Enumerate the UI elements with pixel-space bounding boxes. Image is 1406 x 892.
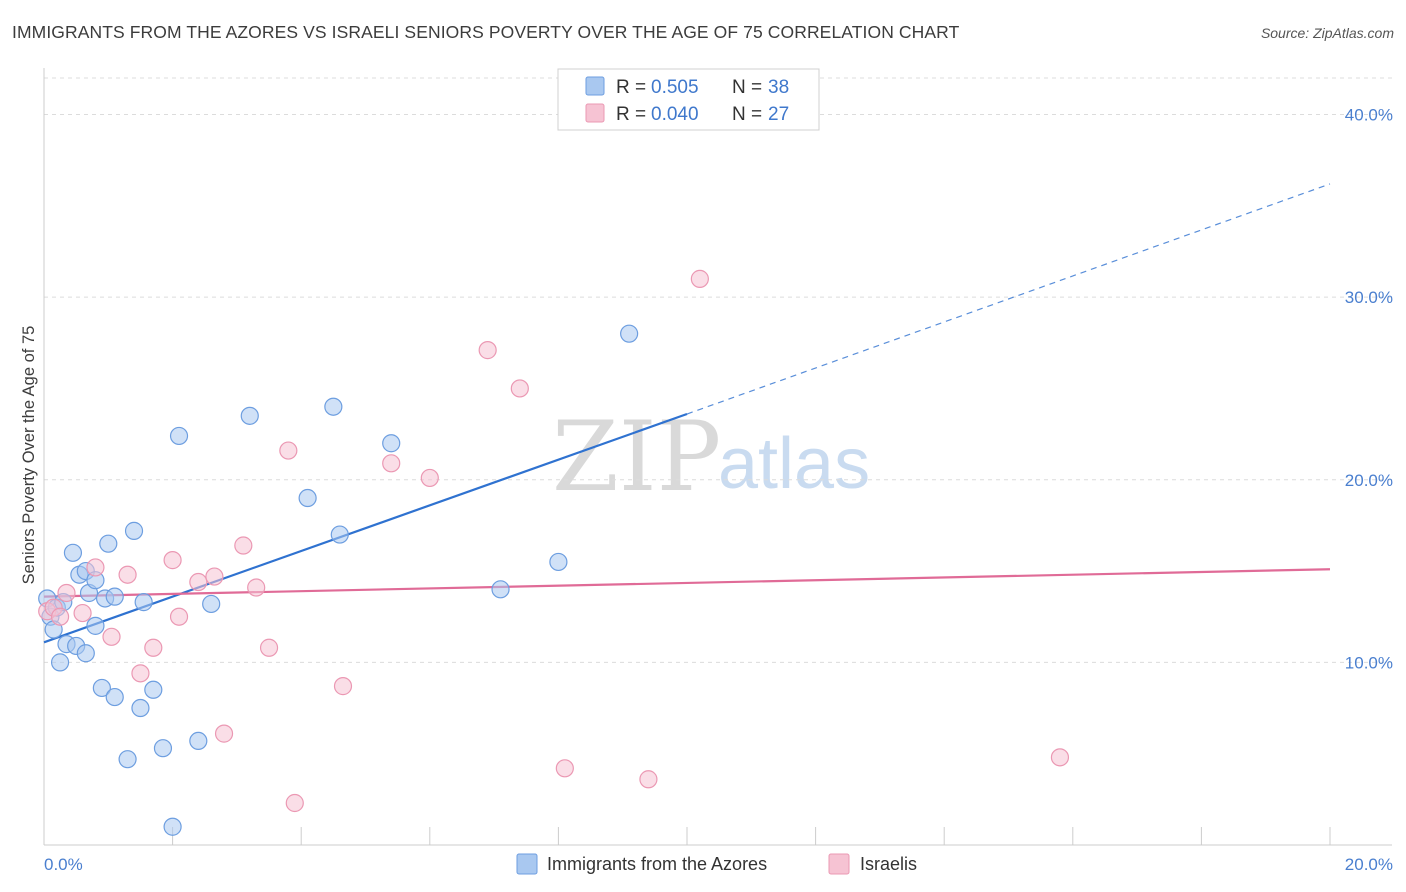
y-tick-label: 30.0% xyxy=(1345,288,1393,307)
point-israelis xyxy=(102,627,121,646)
point-israelis xyxy=(285,793,304,813)
point-israelis xyxy=(333,677,353,696)
chart-title: IMMIGRANTS FROM THE AZORES VS ISRAELI SE… xyxy=(12,22,960,42)
legend-r-label-1: R = xyxy=(616,77,646,98)
point-azores xyxy=(169,426,189,446)
series-label-azores: Immigrants from the Azores xyxy=(547,854,767,874)
point-israelis xyxy=(690,269,709,288)
point-israelis xyxy=(144,638,163,657)
point-israelis xyxy=(478,341,497,360)
watermark-atlas: atlas xyxy=(718,424,870,504)
point-israelis xyxy=(169,607,189,626)
point-azores xyxy=(134,593,153,612)
x-tick-label-min: 0.0% xyxy=(44,855,83,874)
point-israelis xyxy=(382,454,401,473)
point-israelis xyxy=(259,638,279,657)
x-tick-label-max: 20.0% xyxy=(1345,855,1393,874)
point-israelis xyxy=(1050,748,1070,767)
point-azores xyxy=(63,543,83,562)
axes xyxy=(43,68,1392,846)
point-azores xyxy=(298,488,317,508)
legend-n-value-1: 38 xyxy=(768,77,789,98)
legend-r-label-2: R = xyxy=(616,104,646,125)
point-azores xyxy=(163,817,182,836)
data-points xyxy=(38,269,1070,836)
point-israelis xyxy=(639,770,658,789)
legend-swatch-pink xyxy=(585,103,605,123)
series-swatch-blue xyxy=(516,853,538,875)
point-israelis xyxy=(50,607,70,626)
trend-extension-azores xyxy=(686,183,1331,415)
y-tick-label: 40.0% xyxy=(1345,106,1393,125)
tick-labels: 10.0% 20.0% 30.0% 40.0% 0.0% 20.0% xyxy=(44,106,1393,874)
point-israelis xyxy=(118,565,137,584)
point-azores xyxy=(144,680,163,699)
point-israelis xyxy=(189,572,208,592)
point-azores xyxy=(202,594,221,614)
source-credit: Source: ZipAtlas.com xyxy=(1260,25,1394,41)
legend-n-label-1: N = xyxy=(732,77,762,98)
point-azores xyxy=(153,739,173,758)
point-azores xyxy=(131,698,150,718)
point-israelis xyxy=(555,759,574,778)
point-azores xyxy=(124,521,144,540)
series-label-israelis: Israelis xyxy=(860,854,917,874)
point-israelis xyxy=(279,441,298,460)
point-israelis xyxy=(205,567,224,586)
point-azores xyxy=(382,434,401,453)
series-legend: Immigrants from the Azores Israelis xyxy=(516,853,917,875)
point-azores xyxy=(99,534,118,553)
point-israelis xyxy=(214,724,234,743)
legend-n-label-2: N = xyxy=(732,104,762,125)
point-israelis xyxy=(247,578,266,597)
point-azores xyxy=(324,397,343,416)
point-azores xyxy=(620,324,639,343)
point-azores xyxy=(549,552,568,572)
point-azores xyxy=(118,750,137,769)
watermark-zip: ZIP xyxy=(552,401,721,513)
point-azores xyxy=(240,406,259,425)
point-israelis xyxy=(73,603,92,623)
y-tick-label: 10.0% xyxy=(1345,653,1393,672)
point-azores xyxy=(189,731,208,751)
legend-r-value-2: 0.040 xyxy=(651,104,699,125)
point-azores xyxy=(86,616,105,635)
point-israelis xyxy=(163,551,182,570)
point-azores xyxy=(105,587,124,606)
point-azores xyxy=(491,580,510,599)
point-azores xyxy=(76,644,95,663)
point-azores xyxy=(50,653,70,672)
point-israelis xyxy=(131,664,150,683)
point-azores xyxy=(330,525,349,544)
stats-legend: R = 0.505 N = 38 R = 0.040 N = 27 xyxy=(557,68,820,131)
point-israelis xyxy=(510,379,529,398)
point-israelis xyxy=(86,558,105,577)
y-tick-label: 20.0% xyxy=(1345,471,1393,490)
legend-r-value-1: 0.505 xyxy=(651,77,699,98)
point-israelis xyxy=(234,536,253,555)
point-israelis xyxy=(420,468,439,488)
point-israelis xyxy=(57,583,76,603)
gridlines xyxy=(44,77,1392,663)
series-swatch-pink xyxy=(828,853,850,875)
y-axis-label: Seniors Poverty Over the Age of 75 xyxy=(20,326,38,585)
legend-n-value-2: 27 xyxy=(768,104,789,125)
point-azores xyxy=(105,687,124,707)
point-azores xyxy=(92,678,111,698)
legend-swatch-blue xyxy=(585,76,605,96)
